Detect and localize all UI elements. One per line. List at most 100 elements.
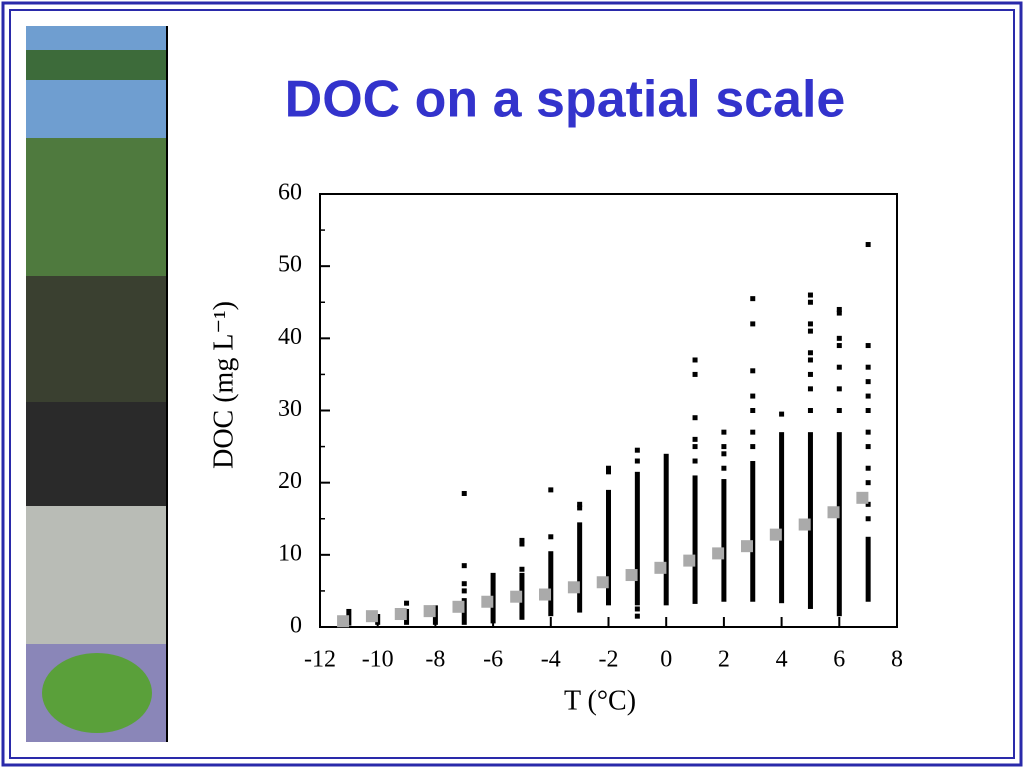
photo-pond: [26, 276, 168, 402]
photo-forest: [26, 138, 168, 276]
mean-point: [625, 569, 638, 582]
y-tick-label: 40: [278, 324, 302, 350]
range-bar: [577, 522, 583, 613]
mean-point: [481, 595, 494, 608]
x-tick-label: 8: [891, 647, 903, 673]
x-tick-label: -4: [541, 647, 561, 673]
outlier-point: [692, 436, 698, 442]
range-bar: [663, 453, 669, 606]
outlier-point: [519, 566, 525, 572]
outlier-point: [721, 444, 727, 450]
range-bar: [836, 432, 842, 617]
outlier-point: [750, 296, 756, 302]
y-tick-label: 0: [290, 613, 302, 639]
photo-strip: [26, 26, 168, 742]
outlier-point: [692, 458, 698, 464]
y-axis-label: DOC (mg L⁻¹): [208, 301, 239, 469]
outlier-point: [692, 371, 698, 377]
outlier-point: [750, 444, 756, 450]
mean-point: [567, 581, 580, 594]
outlier-point: [548, 534, 554, 540]
outlier-point: [865, 501, 871, 507]
outlier-point: [519, 537, 525, 543]
range-bar: [750, 461, 756, 602]
range-bar: [634, 471, 640, 606]
x-tick-label: 0: [660, 647, 672, 673]
outlier-point: [865, 393, 871, 399]
outlier-point: [807, 299, 813, 305]
y-tick-label: 30: [278, 396, 302, 422]
outlier-point: [836, 310, 842, 316]
outlier-point: [461, 588, 467, 594]
x-tick-label: -2: [599, 647, 619, 673]
outlier-point: [836, 343, 842, 349]
y-tick-label: 50: [278, 252, 302, 278]
x-tick-label: -8: [425, 647, 445, 673]
mean-point: [856, 491, 869, 504]
mean-point: [452, 600, 465, 613]
outlier-point: [519, 541, 525, 547]
range-bar: [779, 432, 785, 604]
mean-point: [539, 588, 552, 601]
outlier-point: [865, 242, 871, 248]
outlier-point: [461, 490, 467, 496]
outlier-point: [721, 465, 727, 471]
outlier-point: [634, 606, 640, 612]
outlier-point: [807, 292, 813, 298]
outlier-point: [865, 516, 871, 522]
outlier-point: [548, 487, 554, 493]
outlier-point: [461, 581, 467, 587]
x-tick-label: 6: [833, 647, 845, 673]
x-tick-label: -12: [304, 647, 336, 673]
y-tick-label: 60: [278, 180, 302, 206]
outlier-point: [692, 415, 698, 421]
outlier-point: [807, 408, 813, 413]
outlier-point: [836, 386, 842, 392]
photo-lake-trees: [26, 50, 168, 80]
outlier-point: [865, 364, 871, 370]
outlier-point: [750, 368, 756, 374]
outlier-point: [750, 393, 756, 399]
border-inner: [9, 9, 1015, 759]
outlier-point: [865, 444, 871, 450]
range-bar: [692, 475, 698, 604]
slide-title: DOC on a spatial scale: [285, 71, 846, 129]
mean-point: [654, 561, 667, 574]
mean-point: [510, 590, 523, 603]
outlier-point: [807, 357, 813, 363]
range-bar: [606, 489, 611, 606]
mean-point: [827, 506, 840, 519]
outlier-point: [692, 444, 698, 450]
outlier-point: [865, 408, 871, 413]
outlier-point: [807, 328, 813, 334]
outlier-point: [721, 451, 727, 457]
outlier-point: [836, 364, 842, 370]
outlier-point: [865, 343, 871, 349]
photo-algae-cell: [42, 653, 152, 733]
outlier-point: [634, 447, 640, 453]
y-tick-label: 10: [278, 540, 302, 566]
outlier-point: [750, 429, 756, 435]
outlier-point: [779, 411, 785, 417]
range-bar: [548, 551, 554, 617]
mean-point: [769, 528, 782, 541]
outlier-point: [577, 505, 583, 511]
outlier-point: [404, 600, 410, 606]
x-tick-label: 4: [776, 647, 788, 673]
outlier-point: [807, 371, 813, 377]
outlier-point: [461, 563, 467, 569]
mean-point: [740, 540, 753, 553]
photo-insect: [26, 402, 168, 506]
photo-rotifer: [26, 506, 168, 644]
outlier-point: [836, 408, 842, 413]
mean-point: [798, 518, 811, 531]
outlier-point: [865, 465, 871, 471]
x-tick-label: -6: [483, 647, 503, 673]
outlier-point: [577, 501, 583, 507]
outlier-point: [634, 458, 640, 464]
mean-point: [423, 605, 436, 618]
